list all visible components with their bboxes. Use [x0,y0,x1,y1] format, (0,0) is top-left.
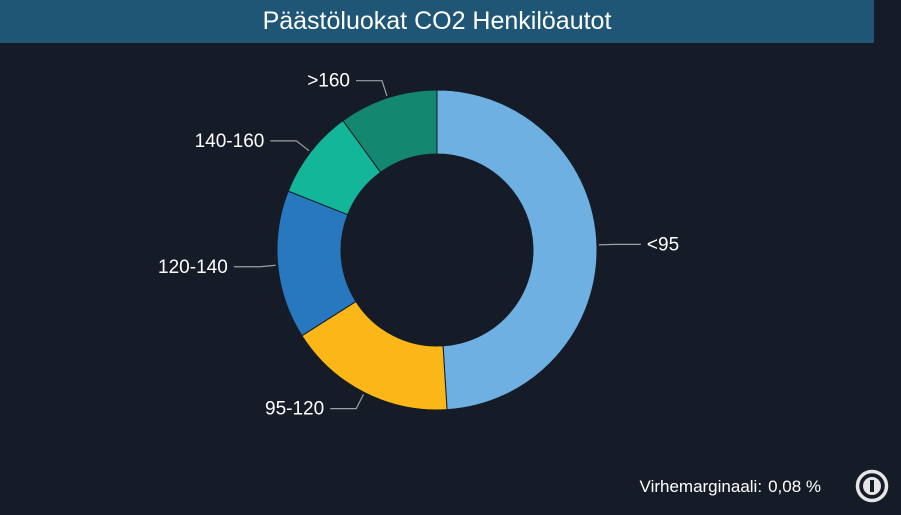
error-margin: Virhemarginaali: 0,08 % [640,477,821,497]
slice-label-2: 120-140 [158,257,228,278]
leader-line-0 [598,243,641,246]
leader-line-1 [330,394,364,410]
slice-label-1: 95-120 [265,399,324,420]
chart-title: Päästöluokat CO2 Henkilöautot [262,7,612,35]
slice-label-0: <95 [647,234,679,255]
slice-label-4: >160 [307,71,350,92]
info-icon[interactable] [855,469,889,503]
error-margin-label: Virhemarginaali: [639,477,763,496]
slice-label-3: 140-160 [195,131,265,152]
chart-title-bar: Päästöluokat CO2 Henkilöautot [0,0,874,43]
leader-line-4 [355,80,388,97]
slice-0[interactable] [436,89,598,411]
error-margin-value: 0,08 % [768,477,821,496]
slice-4[interactable] [342,89,438,174]
leader-line-2 [233,264,276,268]
leader-line-3 [270,140,310,152]
